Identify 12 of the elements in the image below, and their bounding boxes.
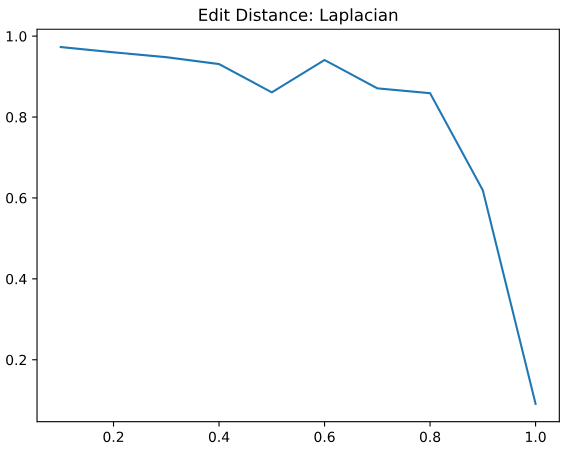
- y-tick-label: 1.0: [6, 31, 26, 42]
- x-tick-label: 1.0: [526, 432, 546, 442]
- x-tick-label: 0.6: [314, 432, 335, 442]
- y-tick-label: 0.6: [6, 192, 26, 204]
- y-tick-label: 0.8: [6, 112, 26, 123]
- x-tick-label: 0.8: [420, 432, 440, 442]
- y-tick-label: 0.4: [6, 274, 27, 284]
- line-series: [60, 46, 537, 405]
- chart-title: Edit Distance: Laplacian: [199, 8, 398, 24]
- x-tick-label: 0.2: [103, 432, 124, 442]
- x-tick-label: 0.4: [208, 432, 230, 442]
- y-tick-label: 0.2: [6, 354, 26, 366]
